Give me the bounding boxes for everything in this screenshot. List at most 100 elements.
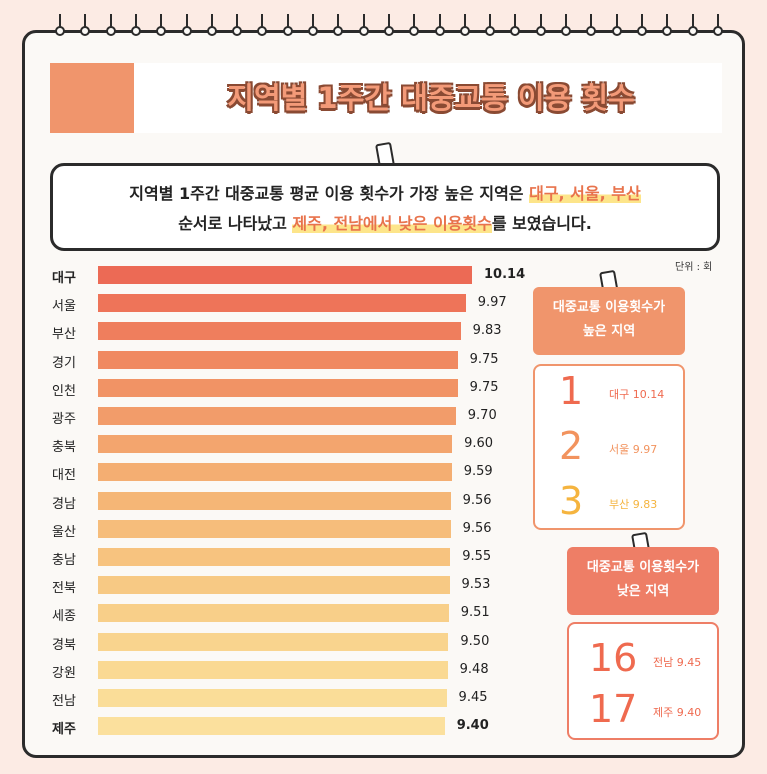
low-regions-badge: 대중교통 이용횟수가 낮은 지역	[567, 547, 719, 615]
bar-value-label: 9.51	[460, 605, 490, 621]
binder-ring-icon	[282, 12, 293, 38]
bar	[98, 463, 452, 482]
bar	[98, 294, 466, 313]
binder-ring-icon	[636, 12, 647, 38]
summary-text: 지역별 1주간 대중교통 평균 이용 횟수가 가장 높은 지역은	[129, 184, 530, 203]
binder-ring-icon	[130, 12, 141, 38]
binder-ring-icon	[358, 12, 369, 38]
region-label: 제주	[52, 722, 76, 738]
region-label: 충북	[52, 440, 76, 456]
rank-number: 2	[559, 424, 584, 468]
bar	[98, 717, 445, 736]
binder-ring-icon	[561, 12, 571, 38]
bar	[98, 435, 453, 454]
binder-ring-icon	[485, 12, 496, 38]
binder-ring-icon	[232, 12, 243, 38]
rank-number: 3	[559, 479, 584, 523]
rank-number: 17	[589, 687, 638, 731]
bar	[98, 548, 451, 566]
bar	[98, 407, 456, 425]
bar-value-label: 9.75	[469, 379, 499, 395]
bar-value-label: 9.59	[463, 464, 493, 480]
summary-line-1: 지역별 1주간 대중교통 평균 이용 횟수가 가장 높은 지역은 대구, 서울,…	[53, 179, 717, 209]
bar	[98, 322, 461, 341]
summary-highlight-bottom: 제주, 전남에서 낮은 이용횟수	[292, 214, 492, 233]
region-label: 세종	[52, 609, 76, 625]
bar-value-label: 9.56	[462, 492, 492, 508]
high-regions-badge: 대중교통 이용횟수가 높은 지역	[533, 287, 685, 355]
region-label: 대전	[52, 468, 76, 484]
bar	[98, 519, 451, 538]
summary-line-2: 순서로 나타났고 제주, 전남에서 낮은 이용횟수를 보였습니다.	[53, 209, 717, 239]
binder-ring-icon	[687, 12, 698, 38]
bar	[98, 660, 448, 679]
rank-label: 제주 9.40	[653, 706, 702, 719]
title-band	[50, 63, 722, 133]
binder-ring-icon	[409, 12, 420, 38]
title-accent-block	[50, 63, 134, 133]
bar-value-label: 9.56	[462, 520, 492, 536]
binder-ring-icon	[535, 12, 546, 38]
binder-ring-icon	[181, 12, 192, 38]
bar	[98, 378, 458, 397]
binder-ring-icon	[308, 12, 318, 38]
rank-label: 서울 9.97	[609, 443, 658, 456]
binder-ring-icon	[712, 12, 723, 38]
region-label: 경남	[52, 496, 76, 512]
rank-number: 16	[589, 636, 638, 680]
region-label: 강원	[52, 665, 76, 681]
low-regions-box: 16 전남 9.45 17 제주 9.40	[567, 622, 719, 740]
bar-value-label: 9.50	[460, 633, 490, 649]
high-regions-label: 대중교통 이용횟수가 높은 지역	[552, 300, 666, 339]
region-label: 울산	[52, 524, 76, 540]
binder-ring-icon	[257, 12, 268, 38]
binder-ring-icon	[55, 12, 65, 38]
unit-label: 단위 : 회	[675, 262, 713, 273]
high-regions-box: 1 대구 10.14 2 서울 9.97 3 부산 9.83	[533, 364, 685, 530]
bar-value-label: 9.55	[462, 549, 492, 564]
binder-ring-icon	[383, 12, 394, 38]
region-label: 부산	[52, 327, 76, 343]
bar-value-label: 9.60	[464, 436, 494, 452]
binder-ring-icon	[459, 12, 470, 38]
low-regions-label: 대중교통 이용횟수가 낮은 지역	[586, 560, 700, 599]
binder-ring-icon	[662, 12, 673, 38]
binder-ring-icon	[611, 12, 622, 38]
bar-value-label: 9.75	[469, 351, 499, 367]
binder-ring-icon	[156, 12, 167, 38]
region-label: 인천	[52, 383, 76, 399]
bar	[98, 604, 449, 623]
bar	[98, 350, 458, 369]
region-label: 전남	[52, 694, 76, 709]
bar	[98, 491, 451, 510]
rank-label: 전남 9.45	[653, 656, 702, 669]
rank-label: 부산 9.83	[609, 498, 658, 511]
binder-ring-icon	[206, 12, 217, 38]
summary-box: 지역별 1주간 대중교통 평균 이용 횟수가 가장 높은 지역은 대구, 서울,…	[50, 163, 720, 251]
binder-ring-icon	[333, 12, 344, 38]
rank-number: 1	[559, 369, 584, 413]
bar	[98, 632, 449, 651]
bar-value-label: 9.48	[459, 661, 489, 677]
region-label: 광주	[52, 412, 76, 427]
bar	[98, 689, 447, 707]
binder-ring-icon	[510, 12, 521, 38]
binder-ring-icon	[80, 12, 91, 38]
region-label: 대구	[52, 271, 76, 286]
summary-text: 순서로 나타났고	[178, 214, 293, 233]
bar-value-label: 9.83	[472, 323, 502, 339]
summary-text: 를 보였습니다.	[491, 214, 592, 233]
bar-value-label: 10.14	[484, 267, 526, 282]
binder-ring-icon	[586, 12, 597, 38]
page-title: 지역별 1주간 대중교통 이용 횟수	[227, 81, 635, 115]
region-label: 경기	[52, 355, 76, 371]
bar-value-label: 9.40	[456, 718, 489, 734]
region-label: 충남	[52, 553, 76, 568]
bar-value-label: 9.70	[467, 408, 497, 423]
region-label: 서울	[52, 299, 76, 315]
bar-value-label: 9.45	[458, 690, 488, 705]
bar-value-label: 9.53	[461, 577, 491, 593]
bar-value-label: 9.97	[477, 295, 507, 311]
region-label: 경북	[52, 637, 76, 653]
bar	[98, 266, 472, 284]
